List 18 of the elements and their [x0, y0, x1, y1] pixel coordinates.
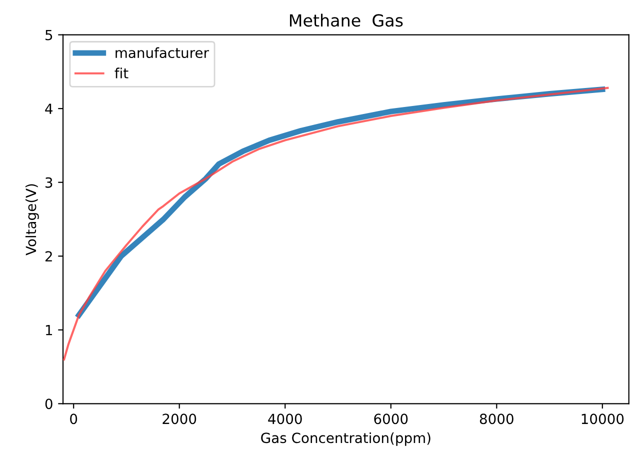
y-tick-label: 4 [45, 104, 53, 114]
y-tick-label: 0 [45, 398, 52, 410]
y-tick-label: 5 [46, 30, 52, 40]
x-axis-title: Gas Concentration(ppm) [261, 432, 430, 446]
x-tick-label: 4000 [268, 414, 302, 424]
x-tick-label: 8000 [480, 414, 514, 424]
y-tick-label: 3 [46, 177, 52, 188]
x-tick-label: 0 [70, 414, 78, 424]
line-series [63, 86, 609, 360]
legend-label: fit [114, 68, 128, 78]
y-tick-label: 2 [45, 251, 52, 262]
x-tick-label: 10000 [582, 414, 624, 424]
x-tick-label: 6000 [374, 414, 408, 424]
y-tick-label: 1 [46, 325, 52, 336]
legend-label: manufacturer [116, 47, 209, 58]
chart-title: Methane Gas [290, 14, 403, 27]
y-axis-title: Voltage(V) [25, 184, 39, 256]
x-tick-label: 2000 [162, 414, 196, 424]
